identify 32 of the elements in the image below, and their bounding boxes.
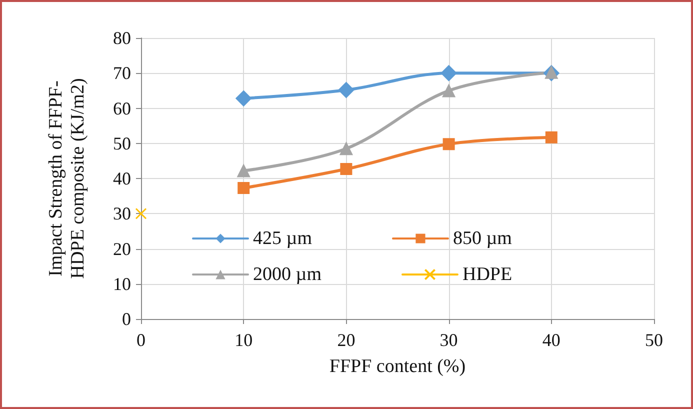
x-tick-label: 30: [440, 330, 458, 350]
legend-label: 850 µm: [452, 228, 512, 249]
legend-label: 2000 µm: [253, 264, 322, 285]
x-tick-label: 20: [337, 330, 356, 350]
y-tick-label: 40: [113, 168, 131, 188]
point: [440, 65, 457, 82]
y-tick-label: 50: [113, 133, 131, 154]
y-tick-label: 80: [113, 28, 131, 48]
y-tick-label: 10: [113, 274, 131, 294]
point: [545, 131, 558, 144]
point: [442, 138, 455, 150]
point: [135, 208, 147, 220]
y-tick-label: 30: [113, 204, 131, 224]
y-tick-label: 60: [113, 98, 131, 118]
point: [338, 82, 354, 98]
x-tick-label: 50: [645, 330, 663, 350]
x-tick-label: 0: [136, 330, 146, 350]
y-tick-label: 70: [113, 63, 131, 84]
x-tick-label: 40: [542, 330, 560, 350]
y-axis-title: Impact Strength of FFPF- HDPE composite (KJ/m2): [46, 78, 88, 279]
point: [442, 84, 456, 98]
point: [236, 90, 252, 106]
x-axis-title: FFPF content (%): [329, 356, 466, 377]
y-tick-label: 0: [122, 309, 131, 329]
point: [237, 164, 250, 178]
point: [340, 142, 353, 156]
point: [238, 182, 250, 194]
legend-label: 425 µm: [253, 228, 312, 249]
x-tick-label: 10: [234, 330, 253, 350]
y-tick-label: 20: [113, 238, 131, 259]
point: [340, 163, 352, 176]
legend-label: HDPE: [462, 264, 512, 285]
